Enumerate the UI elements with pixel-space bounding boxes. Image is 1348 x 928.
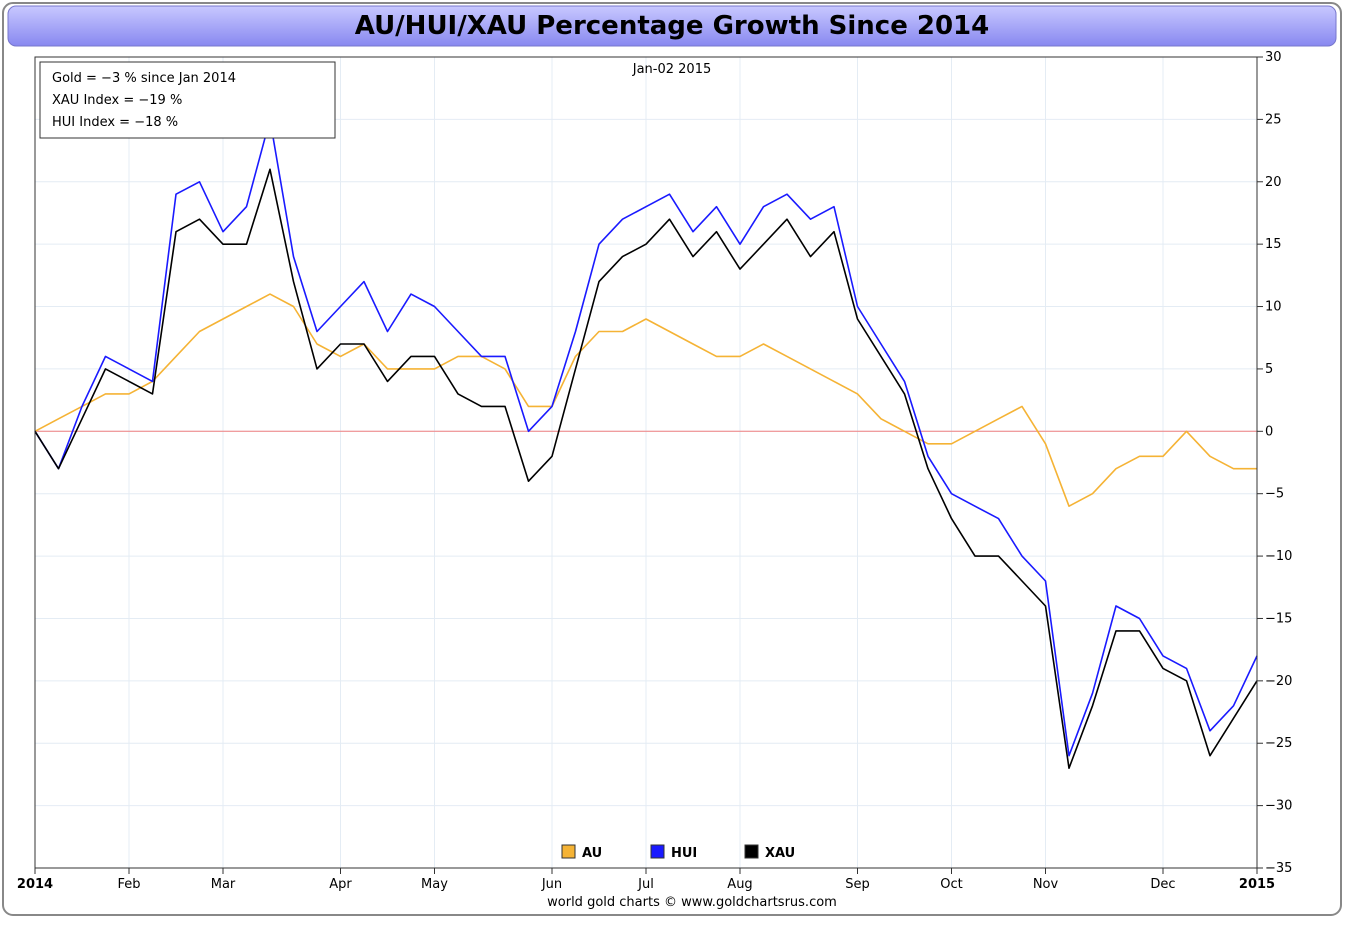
y-tick-label: 20 [1265, 175, 1282, 190]
x-tick-label: Oct [940, 877, 962, 892]
y-tick-label: −35 [1265, 861, 1292, 876]
info-text: HUI Index = −18 % [52, 115, 178, 130]
x-tick-label: May [421, 877, 448, 892]
series-line [34, 168, 1258, 769]
x-tick-label: 2015 [1239, 877, 1275, 892]
series-line [34, 118, 1258, 757]
x-tick-label: Feb [117, 877, 140, 892]
y-tick-label: 0 [1265, 424, 1273, 439]
y-tick-label: −25 [1265, 736, 1292, 751]
legend-swatch [561, 844, 576, 859]
y-tick-label: 30 [1265, 50, 1282, 65]
y-tick-label: −15 [1265, 611, 1292, 626]
legend-swatch [650, 844, 665, 859]
title-bar [7, 5, 1337, 47]
y-tick-label: 5 [1265, 362, 1273, 377]
x-tick-label: Aug [727, 877, 752, 892]
frame [2, 2, 1342, 916]
legend-swatch [744, 844, 759, 859]
footer: world gold charts © www.goldchartsrus.co… [547, 895, 837, 910]
x-tick-label: 2014 [17, 877, 53, 892]
y-tick-label: −10 [1265, 549, 1292, 564]
chart-title: AU/HUI/XAU Percentage Growth Since 2014 [355, 11, 990, 41]
y-tick-label: −30 [1265, 799, 1292, 814]
x-tick-label: Jun [541, 877, 562, 892]
y-tick-label: 15 [1265, 237, 1282, 252]
legend-label: AU [582, 846, 602, 861]
date-annotation: Jan-02 2015 [632, 62, 712, 77]
series-line [34, 293, 1257, 507]
info-box [39, 61, 336, 139]
legend-label: XAU [765, 846, 795, 861]
x-tick-label: Apr [329, 877, 352, 892]
x-tick-label: Dec [1150, 877, 1175, 892]
legend-label: HUI [671, 846, 697, 861]
x-tick-label: Sep [845, 877, 870, 892]
info-text: Gold = −3 % since Jan 2014 [52, 71, 236, 86]
y-tick-label: −20 [1265, 674, 1292, 689]
y-tick-label: −5 [1265, 487, 1284, 502]
plot-area [34, 56, 1258, 869]
x-tick-label: Nov [1033, 877, 1059, 892]
y-tick-label: 25 [1265, 112, 1282, 127]
info-text: XAU Index = −19 % [52, 93, 182, 108]
x-tick-label: Jul [637, 877, 654, 892]
x-tick-label: Mar [211, 877, 236, 892]
y-tick-label: 10 [1265, 300, 1282, 315]
